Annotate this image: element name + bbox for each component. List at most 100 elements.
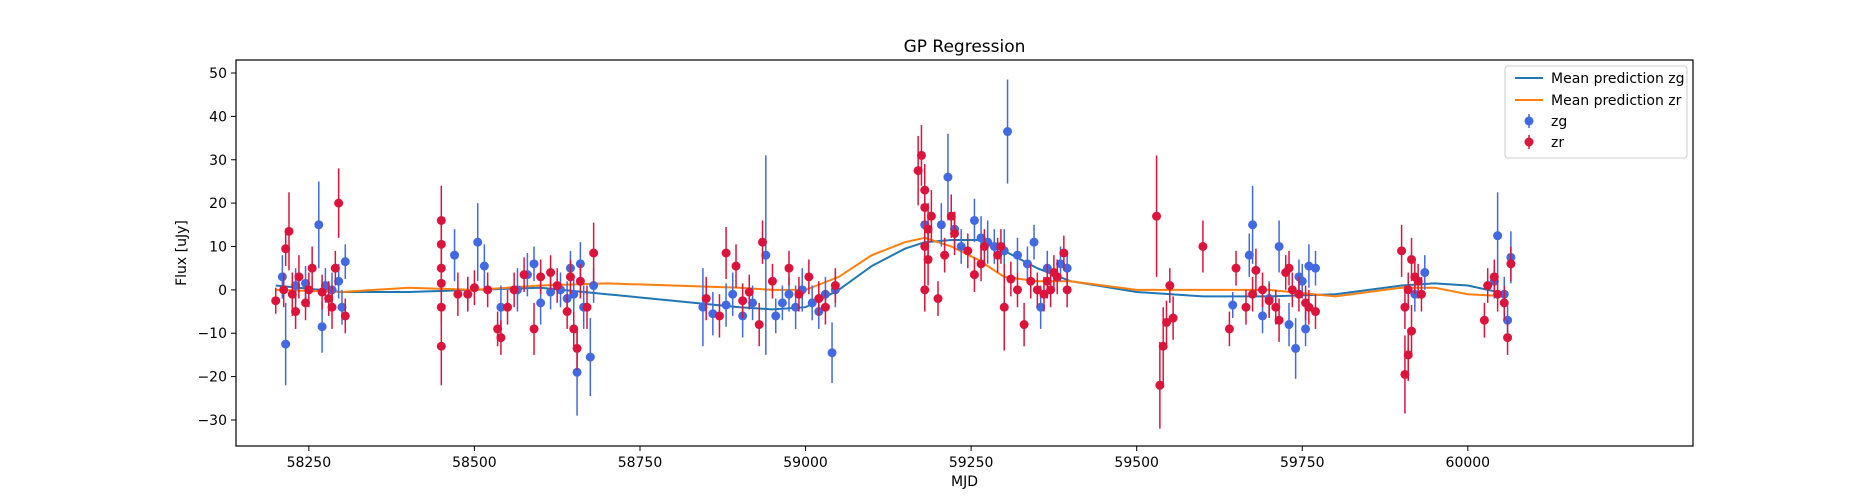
data-point-zr (738, 283, 748, 319)
data-point-zr (317, 274, 327, 310)
x-tick-label: 58250 (287, 455, 332, 471)
point-marker (761, 250, 771, 260)
data-point-zr (483, 272, 493, 308)
data-point-zg (771, 298, 781, 334)
point-marker (1155, 380, 1165, 390)
point-marker (1258, 311, 1268, 321)
point-marker (291, 281, 301, 291)
point-marker (758, 237, 768, 247)
point-marker (1039, 289, 1049, 299)
data-point-zr (1006, 261, 1016, 297)
point-marker (698, 302, 708, 312)
data-point-zr (271, 287, 281, 314)
point-marker (1420, 268, 1430, 278)
data-point-zg (473, 203, 483, 282)
point-marker (1264, 296, 1274, 306)
point-marker (1059, 248, 1069, 258)
point-marker (1301, 298, 1311, 308)
point-marker (463, 289, 473, 299)
data-point-zr (1264, 283, 1274, 319)
data-point-zr (327, 285, 337, 329)
data-point-zr (804, 259, 814, 295)
point-marker (784, 289, 794, 299)
data-point-zg (936, 203, 946, 247)
point-marker (436, 239, 446, 249)
data-point-zr (565, 259, 575, 295)
point-marker (946, 211, 956, 221)
point-marker (814, 294, 824, 304)
point-marker (340, 257, 350, 267)
x-axis: 58250 58500 58750 59000 59250 59500 59750 60000 (287, 446, 1490, 471)
point-marker (301, 298, 311, 308)
data-point-zg (1311, 250, 1321, 286)
mean-prediction-line-zg (275, 239, 1508, 311)
data-point-zr (1506, 246, 1516, 282)
data-point-zr (1152, 155, 1162, 277)
data-point-zr (575, 263, 585, 299)
point-marker (820, 302, 830, 312)
point-marker (827, 348, 837, 358)
point-marker (1294, 289, 1304, 299)
point-marker (1228, 300, 1238, 310)
x-tick-label: 59500 (1114, 455, 1159, 471)
data-point-zr (1258, 272, 1268, 308)
point-marker (340, 311, 350, 321)
point-marker (287, 289, 297, 299)
data-point-zr (814, 281, 824, 316)
point-marker (1284, 263, 1294, 273)
data-point-zr (1019, 302, 1029, 347)
data-point-zr (330, 250, 340, 286)
point-marker (1479, 315, 1489, 325)
point-marker (920, 241, 930, 251)
y-tick-label: 10 (209, 239, 227, 255)
point-marker (493, 324, 503, 334)
data-point-zr (820, 289, 830, 325)
point-marker (1244, 250, 1254, 260)
data-point-zr (721, 226, 731, 280)
data-point-zg (479, 244, 489, 288)
point-marker (1499, 298, 1509, 308)
point-marker (701, 294, 711, 304)
point-marker (916, 150, 926, 160)
point-marker (1483, 281, 1493, 291)
point-marker (314, 220, 324, 230)
point-marker (771, 311, 781, 321)
point-marker (920, 285, 930, 295)
point-marker (777, 298, 787, 308)
point-marker (963, 246, 973, 256)
data-point-zg (569, 276, 579, 312)
data-point-zg (340, 244, 350, 280)
point-marker (1407, 326, 1417, 336)
point-marker (1012, 250, 1022, 260)
point-marker (565, 272, 575, 282)
point-marker (572, 343, 582, 353)
point-marker (969, 215, 979, 225)
point-marker (1248, 289, 1258, 299)
data-point-zg (314, 181, 324, 269)
x-tick-label: 59000 (783, 455, 828, 471)
data-point-zr (996, 229, 1006, 264)
data-point-zr (307, 246, 317, 290)
data-point-zg (1244, 233, 1254, 277)
point-marker (976, 259, 986, 269)
data-point-zg (1420, 255, 1430, 290)
data-point-zr (546, 255, 556, 290)
data-point-zr (923, 233, 933, 286)
point-marker (562, 307, 572, 317)
data-point-zr (963, 233, 973, 269)
point-marker (1042, 276, 1052, 286)
point-marker (294, 272, 304, 282)
y-tick-label: 0 (218, 283, 227, 299)
data-point-zr (701, 276, 711, 321)
point-marker (330, 263, 340, 273)
plot-area-frame (235, 59, 1694, 447)
point-marker (1012, 285, 1022, 295)
data-point-zr (1274, 298, 1284, 342)
point-marker (1506, 259, 1516, 269)
point-marker (1049, 268, 1059, 278)
data-point-zr (562, 294, 572, 329)
point-marker (334, 276, 344, 286)
data-point-zr (552, 268, 562, 303)
point-marker (744, 287, 754, 297)
